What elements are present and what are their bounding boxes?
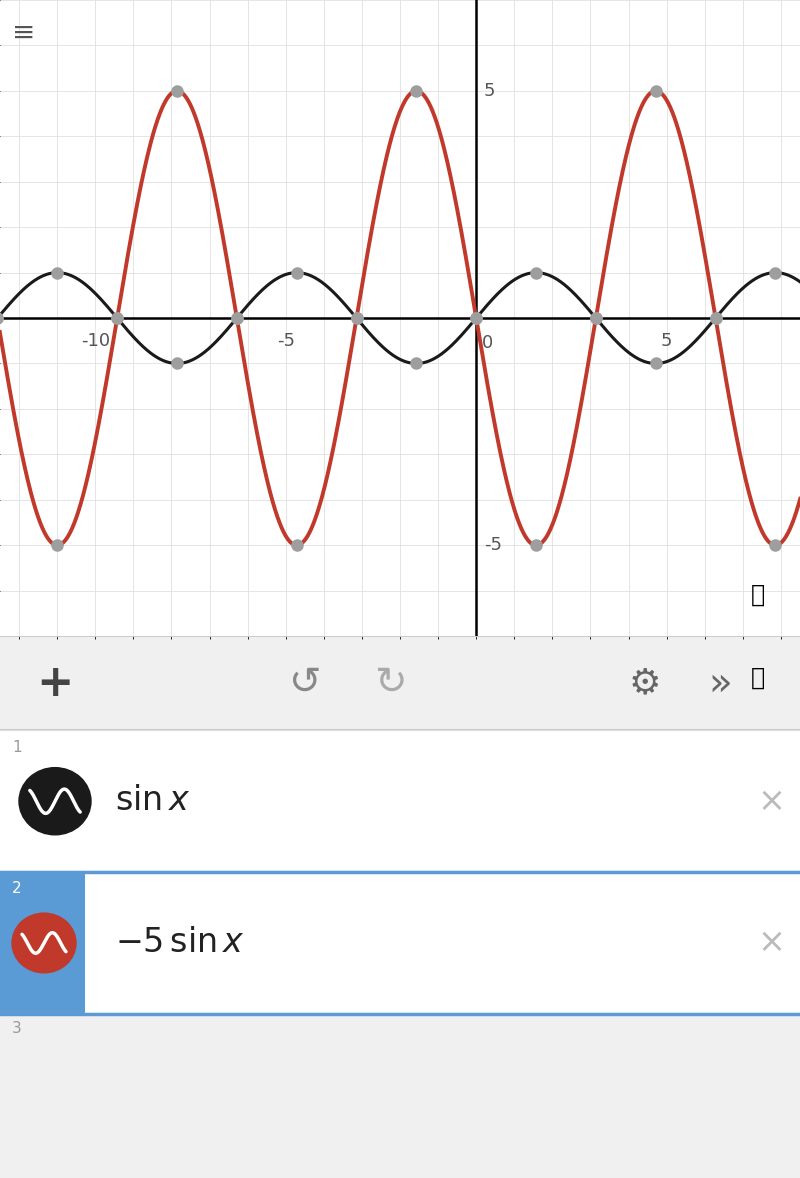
Text: ↺: ↺ — [289, 664, 322, 702]
Bar — [0, 872, 85, 1014]
Text: 🔧: 🔧 — [751, 583, 765, 607]
Bar — [0, 730, 800, 872]
Text: 1: 1 — [12, 740, 22, 755]
Text: -5: -5 — [484, 536, 502, 554]
Text: +: + — [36, 662, 74, 704]
Text: ≡: ≡ — [12, 19, 35, 47]
Text: ⚙: ⚙ — [629, 667, 661, 700]
Circle shape — [19, 768, 91, 835]
Circle shape — [12, 913, 76, 973]
Text: ×: × — [757, 785, 785, 818]
Text: 0: 0 — [482, 335, 493, 352]
Bar — [0, 1014, 800, 1178]
Text: $-5\,\mathrm{sin}\,\mathit{x}$: $-5\,\mathrm{sin}\,\mathit{x}$ — [115, 927, 245, 959]
Bar — [0, 872, 800, 1014]
Text: -10: -10 — [81, 332, 110, 350]
Text: 🏠: 🏠 — [751, 666, 765, 689]
Text: »: » — [708, 664, 732, 702]
Text: ×: × — [757, 926, 785, 960]
Text: -5: -5 — [277, 332, 294, 350]
Text: 3: 3 — [12, 1021, 22, 1037]
Text: 5: 5 — [484, 82, 495, 100]
Text: $\mathrm{sin}\,\mathit{x}$: $\mathrm{sin}\,\mathit{x}$ — [115, 786, 190, 818]
Text: 2: 2 — [12, 881, 22, 896]
Text: ↻: ↻ — [374, 664, 406, 702]
Text: 5: 5 — [661, 332, 673, 350]
